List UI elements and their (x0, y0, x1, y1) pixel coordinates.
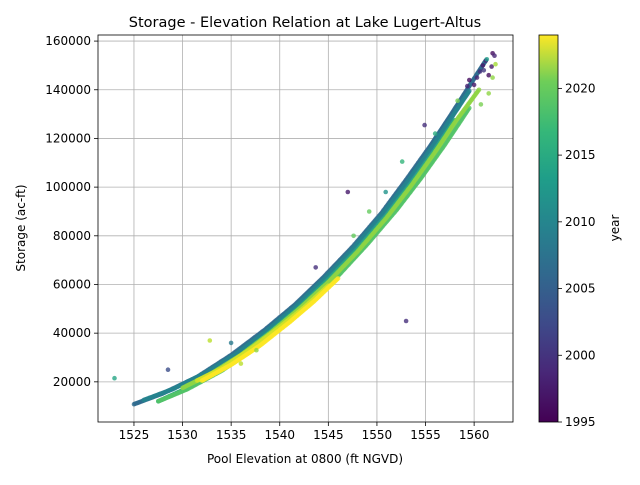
data-point (455, 98, 460, 103)
y-tick-label: 140000 (45, 83, 91, 97)
data-point (238, 361, 244, 366)
x-tick-label: 1545 (313, 428, 344, 442)
x-tick-label: 1525 (119, 428, 150, 442)
scatter-points (112, 51, 498, 407)
data-point (481, 68, 487, 73)
colorbar-label: year (608, 215, 622, 242)
data-point (403, 318, 409, 324)
data-point (345, 189, 351, 195)
y-tick-label: 40000 (53, 326, 91, 340)
y-tick-label: 100000 (45, 180, 91, 194)
data-point (493, 61, 498, 67)
colorbar-tick-label: 2020 (565, 81, 596, 95)
data-point (366, 209, 372, 214)
y-tick-label: 120000 (45, 131, 91, 145)
y-tick-label: 20000 (53, 375, 91, 389)
x-tick-label: 1540 (264, 428, 295, 442)
colorbar-ticks: 1995 2000 2005 2010 2015 2020 (558, 81, 596, 429)
data-point (467, 88, 472, 94)
data-point (228, 340, 234, 346)
data-point (492, 53, 497, 58)
data-point (383, 189, 389, 195)
x-tick-label: 1535 (216, 428, 247, 442)
data-point (484, 57, 490, 62)
y-axis-ticks: 20000 40000 60000 80000 100000 120000 140000 16… (45, 34, 98, 389)
colorbar-tick-label: 2010 (565, 215, 596, 229)
data-point (474, 75, 480, 80)
data-point (351, 233, 356, 239)
data-point (486, 72, 492, 78)
colorbar-tick-label: 2015 (565, 148, 596, 162)
colorbar (538, 34, 559, 423)
y-axis-label: Storage (ac-ft) (14, 184, 28, 271)
x-tick-label: 1530 (167, 428, 198, 442)
y-tick-label: 160000 (45, 34, 91, 48)
x-axis-label: Pool Elevation at 0800 (ft NGVD) (207, 452, 403, 466)
data-point (335, 276, 341, 281)
data-point (254, 347, 259, 353)
x-tick-label: 1550 (362, 428, 393, 442)
colorbar-tick-label: 1995 (565, 415, 596, 429)
data-point (467, 77, 472, 83)
grid (98, 35, 513, 422)
data-point (422, 122, 427, 128)
data-point (477, 69, 483, 74)
y-tick-label: 60000 (53, 277, 91, 291)
data-point (486, 91, 492, 96)
colorbar-tick-label: 2005 (565, 282, 596, 296)
x-tick-label: 1560 (459, 428, 490, 442)
data-point (480, 63, 486, 68)
chart-title: Storage - Elevation Relation at Lake Lug… (129, 15, 481, 31)
plot-frame (97, 34, 514, 423)
data-point (465, 83, 470, 89)
data-point (165, 367, 171, 373)
data-point (399, 159, 405, 164)
data-point (476, 87, 482, 93)
data-point (489, 64, 494, 69)
data-point (490, 75, 495, 80)
y-tick-label: 80000 (53, 229, 91, 243)
x-tick-label: 1555 (410, 428, 441, 442)
data-point (478, 102, 484, 107)
x-axis-ticks: 1525 1530 1535 1540 1545 1550 1555 1560 (119, 422, 490, 442)
data-point (313, 265, 319, 270)
data-point (207, 338, 213, 343)
data-point (471, 82, 477, 88)
colorbar-tick-label: 2000 (565, 348, 596, 362)
data-point (432, 131, 438, 136)
data-point (112, 375, 117, 381)
